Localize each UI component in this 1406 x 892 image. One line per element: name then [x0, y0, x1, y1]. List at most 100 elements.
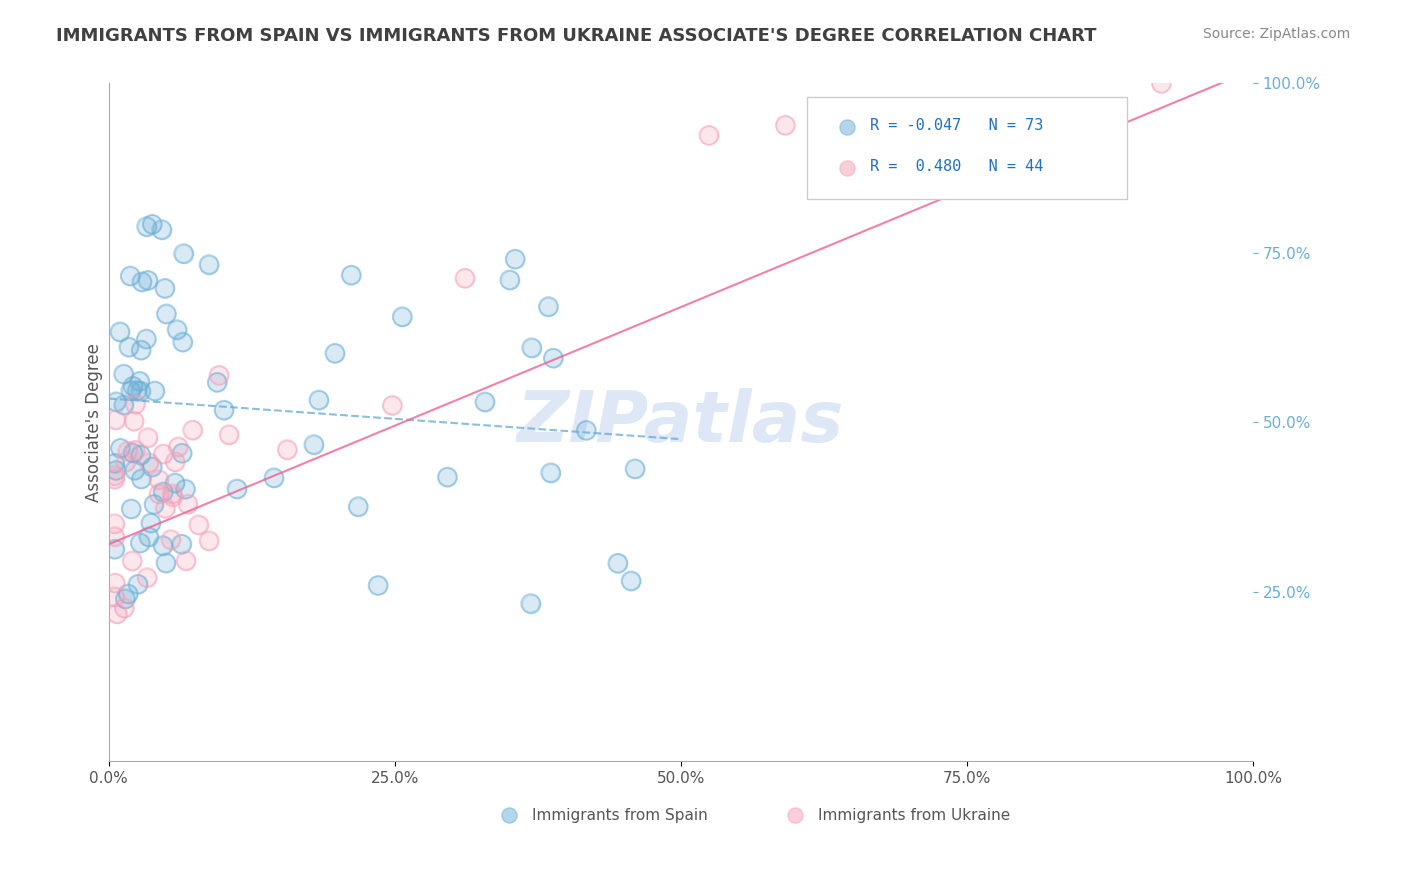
Point	[226, 482, 249, 496]
Point	[367, 578, 389, 592]
Point	[783, 43, 806, 57]
Point	[103, 456, 125, 470]
Point	[103, 472, 125, 486]
Point	[163, 475, 186, 490]
Point	[218, 427, 240, 442]
Point	[136, 273, 159, 287]
Point	[160, 533, 183, 547]
Point	[136, 431, 159, 445]
Point	[152, 539, 174, 553]
Point	[276, 442, 298, 457]
Point	[129, 448, 152, 462]
Point	[129, 343, 152, 357]
Point	[104, 463, 127, 477]
Point	[205, 376, 228, 390]
Point	[391, 310, 413, 324]
Point	[104, 576, 127, 591]
Point	[128, 375, 150, 389]
Point	[121, 379, 143, 393]
Point	[624, 462, 647, 476]
Point	[105, 394, 128, 409]
Point	[537, 300, 560, 314]
Point	[620, 574, 643, 588]
Point	[537, 300, 560, 314]
Point	[148, 487, 170, 501]
Text: Immigrants from Spain: Immigrants from Spain	[533, 808, 709, 822]
Text: R = -0.047   N = 73: R = -0.047 N = 73	[870, 118, 1043, 133]
Point	[110, 442, 132, 456]
Point	[173, 246, 195, 260]
Point	[138, 456, 160, 470]
Point	[131, 472, 153, 486]
Point	[139, 516, 162, 530]
Point	[323, 346, 346, 360]
Point	[138, 530, 160, 544]
Point	[105, 394, 128, 409]
Point	[148, 487, 170, 501]
Point	[155, 556, 177, 570]
Point	[520, 341, 543, 355]
Y-axis label: Associate's Degree: Associate's Degree	[86, 343, 103, 501]
Point	[208, 368, 231, 383]
Point	[112, 601, 135, 615]
Point	[135, 332, 157, 346]
Point	[1012, 43, 1035, 57]
Point	[103, 516, 125, 531]
Point	[104, 412, 127, 426]
Point	[1012, 43, 1035, 57]
Point	[108, 325, 131, 339]
Point	[153, 281, 176, 295]
Point	[142, 498, 165, 512]
Point	[1008, 43, 1031, 57]
Point	[205, 376, 228, 390]
Point	[155, 307, 177, 321]
Point	[103, 468, 125, 483]
Text: Source: ZipAtlas.com: Source: ZipAtlas.com	[1202, 27, 1350, 41]
FancyBboxPatch shape	[807, 97, 1128, 199]
Point	[308, 392, 330, 407]
Point	[114, 455, 136, 469]
Point	[165, 455, 187, 469]
Point	[135, 219, 157, 234]
Point	[155, 307, 177, 321]
Point	[114, 591, 136, 606]
Point	[103, 542, 125, 557]
Point	[112, 367, 135, 381]
Point	[108, 325, 131, 339]
Point	[114, 455, 136, 469]
Point	[152, 539, 174, 553]
Point	[172, 446, 194, 460]
Point	[1150, 77, 1173, 91]
Point	[498, 808, 520, 822]
Point	[155, 501, 177, 516]
Point	[624, 462, 647, 476]
Point	[162, 490, 184, 504]
Point	[112, 601, 135, 615]
Point	[155, 501, 177, 516]
Point	[347, 500, 370, 514]
Point	[276, 442, 298, 457]
Point	[129, 536, 152, 550]
Point	[835, 120, 858, 135]
Point	[142, 498, 165, 512]
Point	[148, 473, 170, 487]
Text: R =  0.480   N = 44: R = 0.480 N = 44	[870, 159, 1043, 174]
Point	[187, 517, 209, 532]
Point	[138, 456, 160, 470]
Point	[499, 273, 522, 287]
Point	[308, 392, 330, 407]
Point	[697, 128, 720, 143]
Point	[540, 466, 562, 480]
Point	[136, 431, 159, 445]
Point	[112, 367, 135, 381]
Point	[181, 423, 204, 437]
Point	[226, 482, 249, 496]
Point	[543, 351, 565, 365]
Point	[121, 379, 143, 393]
Point	[121, 554, 143, 568]
Point	[163, 475, 186, 490]
Point	[153, 281, 176, 295]
Point	[121, 554, 143, 568]
Point	[117, 444, 139, 458]
Point	[519, 597, 541, 611]
